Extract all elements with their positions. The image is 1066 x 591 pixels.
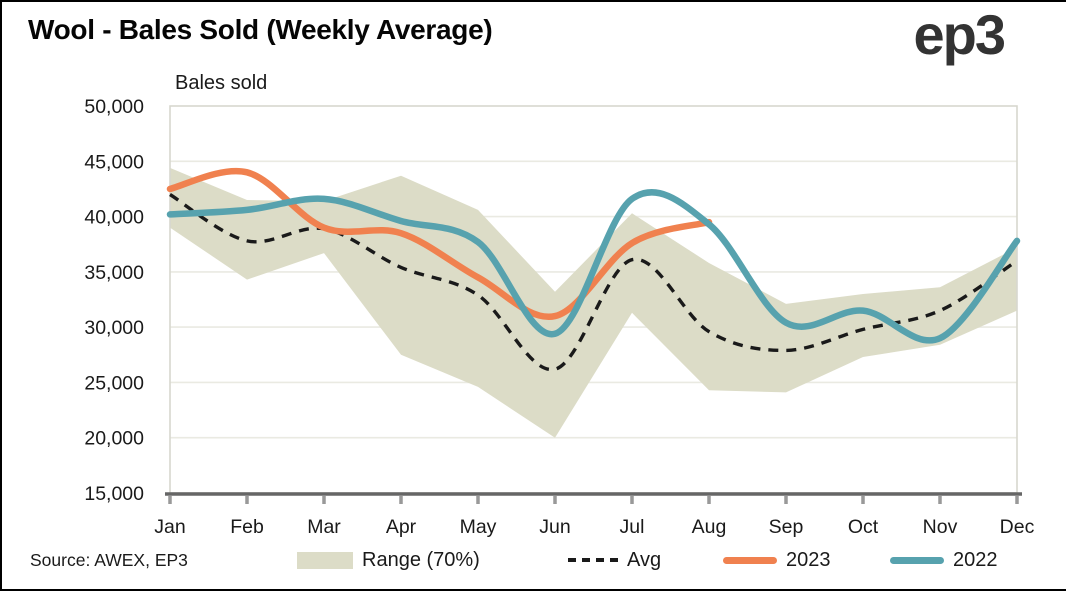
x-tick-label: Apr <box>386 516 417 538</box>
x-tick-label: May <box>460 516 497 538</box>
x-tick-label: Jan <box>154 516 185 538</box>
legend-label-2022: 2022 <box>953 548 998 571</box>
y-tick-label: 45,000 <box>84 151 144 173</box>
x-tick-label: Jul <box>620 516 645 538</box>
y-tick-label: 35,000 <box>84 262 144 284</box>
source-note: Source: AWEX, EP3 <box>30 550 188 570</box>
y-tick-label: 20,000 <box>84 428 144 450</box>
y-tick-label: 30,000 <box>84 317 144 339</box>
legend-label-2023: 2023 <box>786 548 831 571</box>
y-tick-label: 15,000 <box>84 483 144 505</box>
y-tick-label: 50,000 <box>84 96 144 118</box>
page-title: Wool - Bales Sold (Weekly Average) <box>28 14 493 45</box>
x-tick-label: Jun <box>539 516 570 538</box>
line-2023-swatch <box>723 556 777 564</box>
x-tick-label: Oct <box>848 516 879 538</box>
x-tick-label: Mar <box>307 516 341 538</box>
y-tick-label: 40,000 <box>84 207 144 229</box>
x-tick-label: Aug <box>692 516 727 538</box>
legend-label-range: Range (70%) <box>362 548 480 571</box>
legend-item-range: Range (70%) <box>297 547 480 573</box>
x-tick-label: Sep <box>769 516 804 538</box>
range-band-area <box>170 167 1017 438</box>
legend-label-avg: Avg <box>627 548 662 571</box>
y-tick-label: 25,000 <box>84 372 144 394</box>
legend-item-2023: 2023 <box>723 547 831 573</box>
line-2022 <box>166 189 1021 344</box>
line-2022-swatch <box>890 556 944 564</box>
legend-item-2022: 2022 <box>890 547 998 573</box>
legend-item-avg: Avg <box>568 547 661 573</box>
x-tick-label: Feb <box>230 516 264 538</box>
avg-dashed-swatch <box>568 558 618 562</box>
y-axis-title: Bales sold <box>175 72 268 94</box>
range-band-swatch <box>297 551 353 569</box>
x-tick-label: Dec <box>1000 516 1035 538</box>
x-tick-label: Nov <box>923 516 958 538</box>
line-2023 <box>166 167 713 321</box>
ep3-logo: ep3 <box>913 3 1006 66</box>
